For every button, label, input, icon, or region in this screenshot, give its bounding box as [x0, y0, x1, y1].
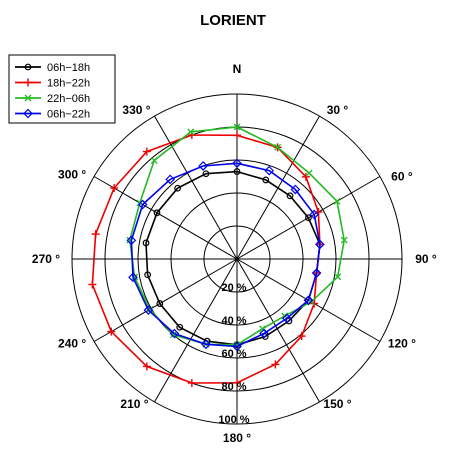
- data-point: [137, 199, 148, 210]
- ring-label: 20 %: [221, 282, 246, 294]
- data-point: [153, 209, 161, 217]
- data-point: [290, 184, 301, 195]
- data-point: [187, 128, 195, 136]
- data-point: [176, 323, 184, 331]
- ring-label: 100 %: [218, 414, 249, 426]
- direction-label: 30 °: [327, 103, 349, 117]
- chart-title: LORIENT: [200, 12, 266, 29]
- data-point: [128, 272, 138, 283]
- direction-label: 60 °: [391, 170, 413, 184]
- data-point: [142, 147, 151, 156]
- direction-label: 270 °: [32, 252, 60, 266]
- series-group: [88, 123, 348, 388]
- series-line: [130, 162, 321, 348]
- data-point: [126, 235, 137, 246]
- data-point: [142, 362, 151, 371]
- data-point: [286, 192, 294, 200]
- data-point: [340, 236, 348, 244]
- data-point: [315, 239, 325, 250]
- grid-spoke: [93, 176, 238, 260]
- data-point: [142, 239, 150, 247]
- direction-label: 150 °: [323, 397, 351, 411]
- direction-label: 210 °: [120, 397, 148, 411]
- data-point: [264, 165, 275, 176]
- legend-label: 22h−06h: [47, 93, 90, 105]
- data-point: [303, 295, 314, 306]
- data-point: [309, 209, 320, 220]
- data-point: [301, 172, 310, 181]
- data-point: [310, 299, 319, 308]
- direction-label: 240 °: [58, 337, 86, 351]
- legend-label: 06h−18h: [47, 62, 90, 74]
- data-point: [165, 174, 176, 185]
- north-label: N: [233, 62, 242, 76]
- grid-spoke: [154, 258, 238, 403]
- data-point: [281, 313, 292, 324]
- data-point: [150, 156, 158, 164]
- ring-label: 60 %: [221, 348, 246, 360]
- data-point: [305, 169, 313, 177]
- data-point: [262, 176, 270, 184]
- data-point: [233, 131, 241, 140]
- data-point: [233, 168, 241, 175]
- data-point: [305, 214, 312, 222]
- legend: 06h−18h 18h−22h 22h−06h 06h−22h: [8, 54, 116, 124]
- data-point: [23, 108, 33, 119]
- data-point: [274, 143, 282, 151]
- direction-label: 90 °: [415, 252, 437, 266]
- legend-label: 18h−22h: [47, 78, 90, 90]
- data-point: [233, 123, 241, 131]
- data-point: [187, 379, 196, 388]
- data-point: [24, 78, 32, 87]
- data-point: [232, 341, 242, 352]
- data-point: [259, 328, 269, 339]
- data-point: [311, 268, 322, 278]
- data-point: [232, 158, 242, 169]
- data-point: [334, 273, 342, 281]
- direction-label: 120 °: [388, 337, 416, 351]
- data-point: [143, 305, 154, 315]
- data-point: [233, 378, 241, 387]
- data-point: [91, 230, 100, 239]
- data-point: [107, 327, 116, 336]
- data-point: [88, 280, 97, 289]
- data-point: [156, 300, 164, 307]
- legend-label: 06h−22h: [47, 109, 90, 121]
- axis-labels: 20 % 40 % 60 % 80 % 100 % N 30 ° 60 ° 90 ° 120 ° 1…: [32, 62, 437, 445]
- data-point: [258, 325, 266, 333]
- data-point: [333, 197, 341, 205]
- polar-grid: [71, 93, 403, 425]
- data-point: [169, 328, 180, 339]
- direction-label: 330 °: [122, 103, 150, 117]
- data-point: [271, 360, 280, 369]
- grid-spoke: [154, 115, 238, 260]
- data-point: [144, 271, 152, 279]
- data-point: [297, 332, 306, 341]
- data-point: [202, 170, 210, 178]
- direction-label: 180 °: [223, 431, 251, 445]
- ring-label: 80 %: [221, 381, 246, 393]
- grid-spoke: [236, 258, 320, 403]
- direction-label: 300 °: [58, 168, 86, 182]
- data-point: [174, 184, 182, 192]
- data-point: [198, 161, 208, 171]
- grid-spoke: [93, 258, 238, 342]
- data-point: [24, 94, 32, 102]
- data-point: [110, 184, 119, 193]
- data-point: [24, 63, 32, 71]
- data-point: [201, 339, 211, 350]
- ring-label: 40 %: [221, 315, 246, 327]
